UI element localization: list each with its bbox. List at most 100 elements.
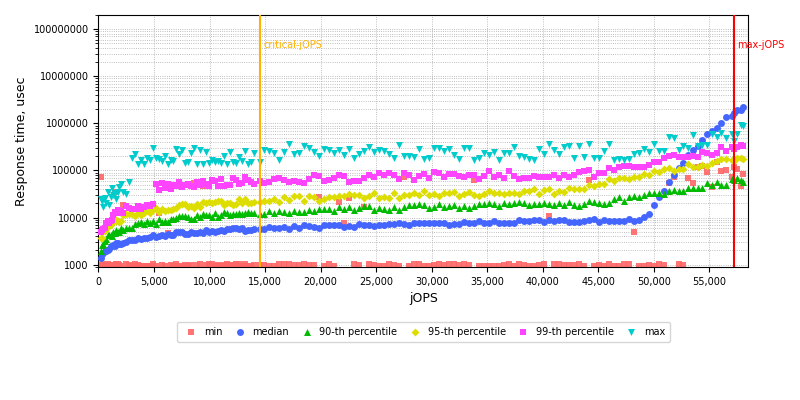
95-th percentile <box>143 210 156 216</box>
99-th percentile <box>715 144 728 150</box>
median <box>363 222 376 229</box>
90-th percentile <box>672 188 685 194</box>
max <box>170 146 183 152</box>
max <box>502 150 515 156</box>
95-th percentile <box>642 172 655 178</box>
99-th percentile <box>488 174 501 181</box>
95-th percentile <box>677 165 690 172</box>
max <box>498 150 510 156</box>
99-th percentile <box>731 143 744 150</box>
max <box>622 156 635 162</box>
95-th percentile <box>473 192 486 199</box>
median <box>273 225 286 232</box>
90-th percentile <box>633 194 646 200</box>
min <box>647 262 660 269</box>
min <box>113 262 126 268</box>
median <box>328 222 341 228</box>
min <box>152 210 165 216</box>
95-th percentile <box>573 186 586 192</box>
min <box>710 159 723 166</box>
min <box>128 261 141 268</box>
95-th percentile <box>119 211 132 217</box>
min <box>602 261 615 268</box>
99-th percentile <box>588 174 601 180</box>
min <box>179 261 192 268</box>
min <box>736 170 749 177</box>
max <box>468 156 481 163</box>
99-th percentile <box>328 174 341 181</box>
min <box>653 261 666 268</box>
max <box>278 149 291 155</box>
min <box>568 262 581 268</box>
max <box>513 153 526 159</box>
95-th percentile <box>313 197 326 204</box>
median <box>677 160 690 166</box>
max <box>715 130 728 136</box>
90-th percentile <box>553 200 566 206</box>
min <box>482 262 495 269</box>
90-th percentile <box>233 210 246 216</box>
min <box>706 184 718 190</box>
99-th percentile <box>363 172 376 178</box>
95-th percentile <box>528 186 541 192</box>
median <box>731 107 744 114</box>
min <box>348 261 361 267</box>
99-th percentile <box>726 144 738 150</box>
90-th percentile <box>502 201 515 208</box>
max <box>602 140 615 147</box>
max <box>448 152 461 158</box>
90-th percentile <box>508 200 521 206</box>
95-th percentile <box>348 192 361 198</box>
min <box>185 262 198 268</box>
95-th percentile <box>613 175 626 181</box>
Text: max-jOPS: max-jOPS <box>738 40 785 50</box>
max <box>230 160 242 166</box>
95-th percentile <box>247 199 260 205</box>
max <box>146 145 159 152</box>
median <box>568 219 581 225</box>
99-th percentile <box>548 172 561 178</box>
max <box>627 151 640 157</box>
90-th percentile <box>258 211 271 217</box>
median <box>423 219 436 226</box>
90-th percentile <box>293 208 306 215</box>
90-th percentile <box>734 177 747 184</box>
99-th percentile <box>109 209 122 216</box>
max <box>726 130 738 137</box>
min <box>734 183 747 189</box>
median <box>333 222 346 228</box>
99-th percentile <box>212 182 225 189</box>
median <box>553 217 566 223</box>
95-th percentile <box>383 194 396 201</box>
99-th percentile <box>528 172 541 179</box>
99-th percentile <box>173 179 186 185</box>
99-th percentile <box>170 183 183 189</box>
95-th percentile <box>113 219 126 225</box>
median <box>502 219 515 226</box>
max <box>138 160 150 167</box>
90-th percentile <box>413 201 426 208</box>
95-th percentile <box>338 193 350 199</box>
median <box>622 216 635 222</box>
median <box>588 216 601 222</box>
99-th percentile <box>513 176 526 182</box>
90-th percentile <box>333 204 346 210</box>
95-th percentile <box>682 161 694 167</box>
90-th percentile <box>731 175 744 182</box>
90-th percentile <box>433 201 446 208</box>
99-th percentile <box>122 204 135 211</box>
90-th percentile <box>161 219 174 226</box>
min <box>278 261 291 268</box>
99-th percentile <box>233 180 246 187</box>
95-th percentile <box>696 162 709 168</box>
min <box>318 263 331 269</box>
95-th percentile <box>662 165 675 172</box>
99-th percentile <box>128 206 141 212</box>
99-th percentile <box>298 179 311 186</box>
99-th percentile <box>197 178 210 184</box>
max <box>353 151 366 157</box>
90-th percentile <box>323 205 336 212</box>
95-th percentile <box>468 192 481 198</box>
median <box>343 223 356 229</box>
90-th percentile <box>588 199 601 205</box>
